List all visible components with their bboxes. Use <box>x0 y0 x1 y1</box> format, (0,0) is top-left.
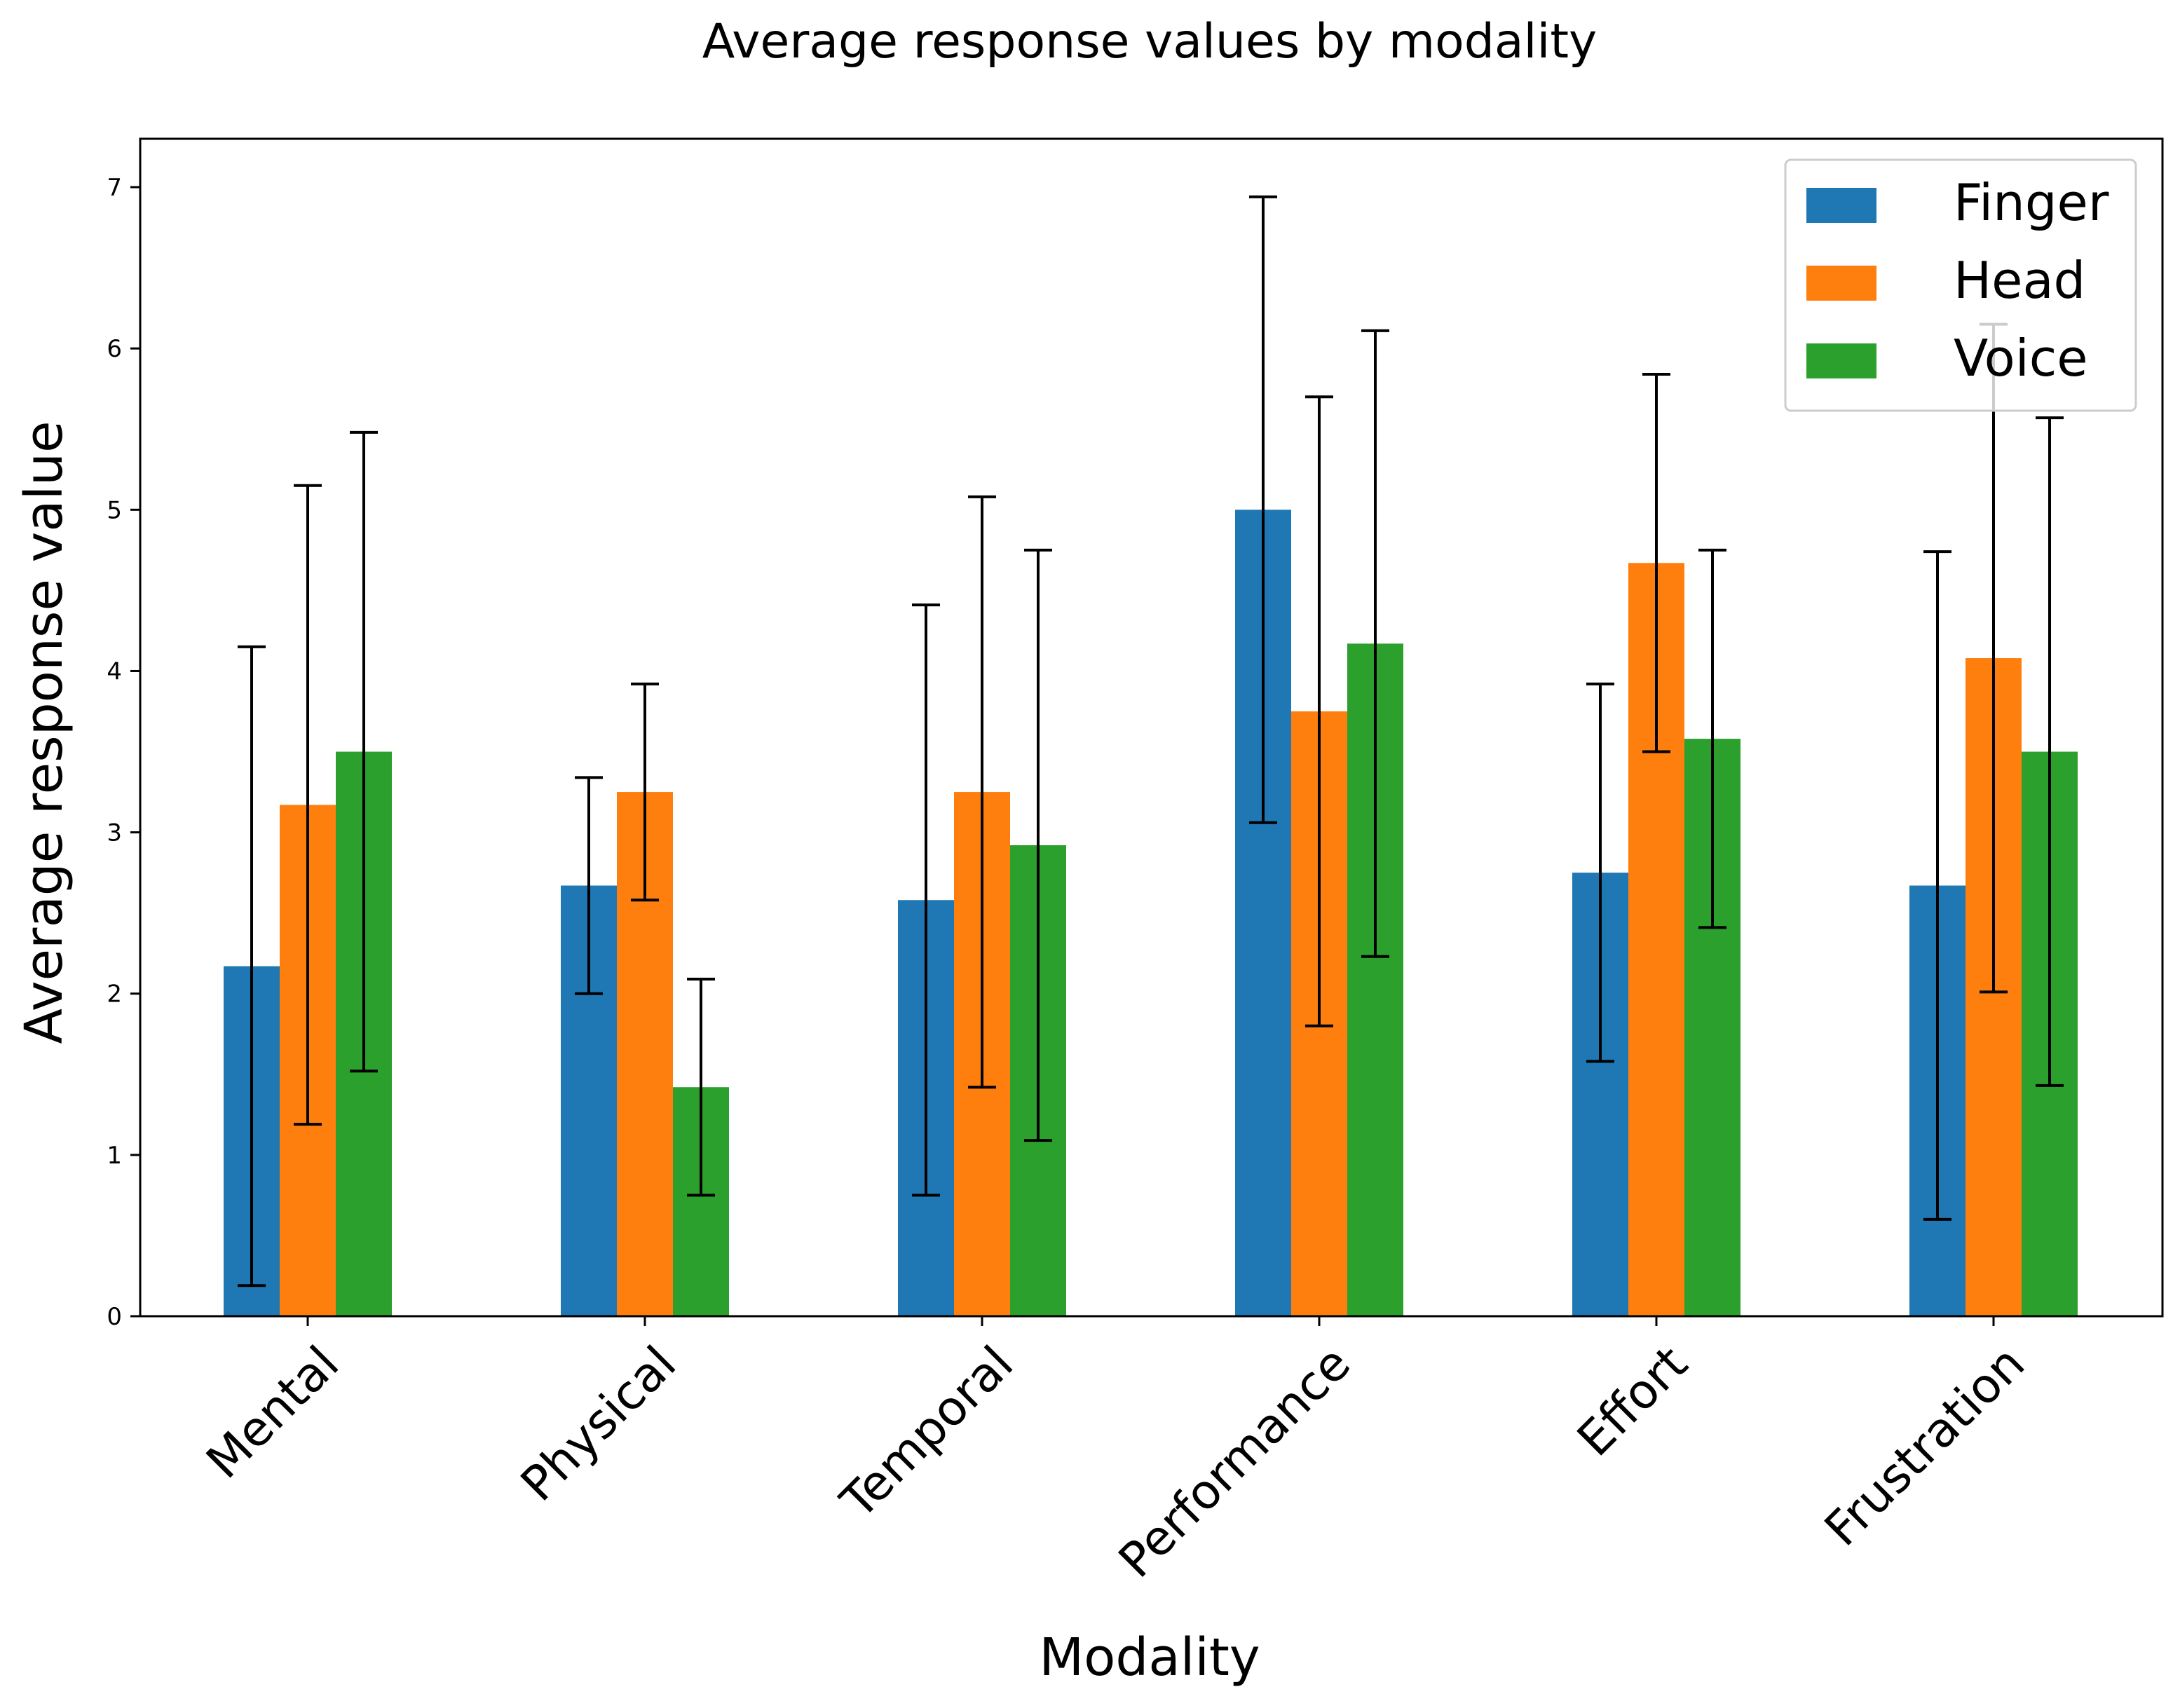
error-bar <box>1024 548 1052 1142</box>
error-bar <box>1305 395 1333 1027</box>
error-bar <box>631 682 659 902</box>
error-bar <box>1361 329 1389 958</box>
error-bar <box>1586 682 1614 1063</box>
error-bar <box>1642 373 1670 753</box>
legend-label: Voice <box>1954 329 2088 388</box>
plot-frame <box>139 137 2164 1318</box>
y-axis-label: Average response value <box>14 421 74 1044</box>
bars-layer <box>224 510 2078 1316</box>
error-bar <box>1698 548 1726 929</box>
y-tick-label: 0 <box>107 1303 122 1331</box>
error-bar <box>1923 550 1951 1221</box>
legend-label: Finger <box>1954 173 2109 232</box>
y-tick-label: 3 <box>107 819 122 847</box>
y-tick-label: 2 <box>107 981 122 1009</box>
chart-title: Average response values by modality <box>702 14 1597 69</box>
y-tick-label: 6 <box>107 335 122 363</box>
error-bar <box>294 484 322 1126</box>
legend-swatch <box>1806 188 1876 223</box>
error-bar <box>912 603 940 1197</box>
error-bar <box>2036 416 2064 1087</box>
error-bar <box>1249 195 1277 824</box>
y-tick-label: 1 <box>107 1142 122 1170</box>
error-bar <box>687 978 715 1197</box>
error-bar <box>575 776 603 995</box>
error-bar <box>238 645 266 1287</box>
legend-label: Head <box>1954 251 2085 310</box>
x-axis-label: Modality <box>1039 1627 1260 1688</box>
legend-swatch <box>1806 343 1876 378</box>
y-tick-label: 4 <box>107 657 122 685</box>
y-tick-label: 7 <box>107 174 122 202</box>
legend-swatch <box>1806 266 1876 301</box>
error-bar <box>968 495 996 1089</box>
y-tick-label: 5 <box>107 496 122 524</box>
error-bars-layer <box>238 195 2064 1287</box>
error-bar <box>350 430 378 1073</box>
legend: Finger Head Voice <box>1784 158 2137 412</box>
